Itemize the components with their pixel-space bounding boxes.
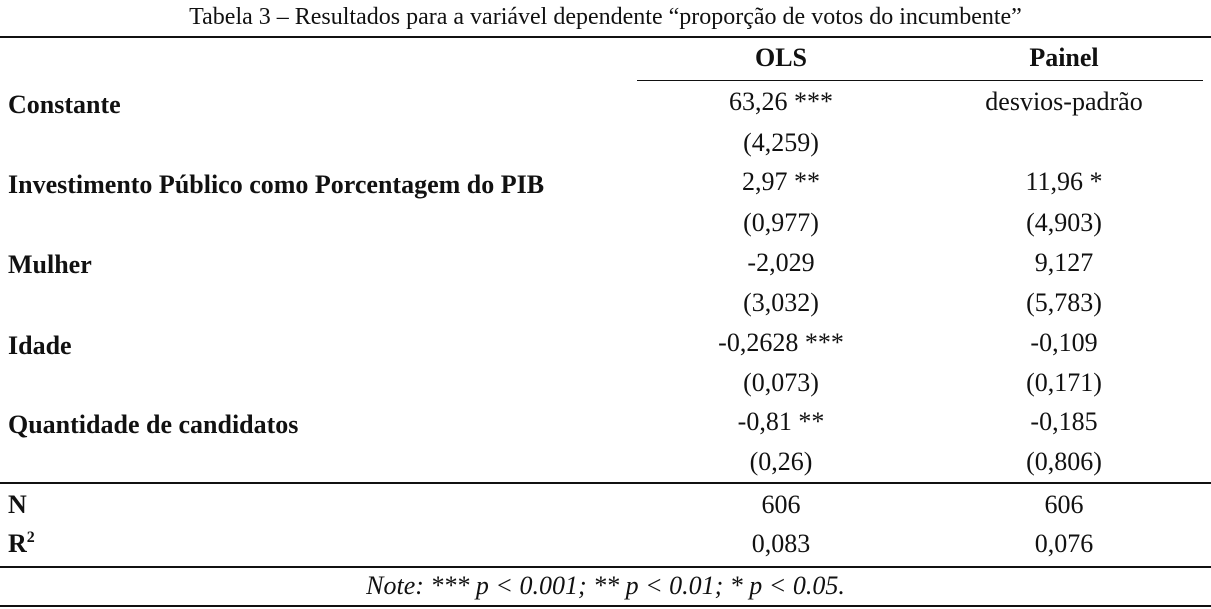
row-label: Constante	[8, 90, 121, 119]
row-label: Quantidade de candidatos	[8, 410, 299, 439]
stat-painel: 606	[1044, 490, 1084, 519]
row-label: Mulher	[8, 250, 92, 279]
bottom-rule	[0, 605, 1211, 607]
coef-ols: 2,97 **	[742, 167, 820, 196]
coef-ols: 63,26 ***	[729, 87, 833, 116]
se-painel: (5,783)	[1026, 288, 1102, 317]
coef-painel: 9,127	[1034, 248, 1094, 277]
column-header-ols: OLS	[754, 43, 808, 72]
row-label: Idade	[8, 331, 72, 360]
coef-painel: -0,109	[1030, 328, 1098, 357]
se-ols: (0,073)	[743, 368, 819, 397]
stat-ols: 606	[761, 490, 801, 519]
table-caption: Tabela 3 – Resultados para a variável de…	[189, 4, 1022, 30]
stat-label-n: N	[8, 490, 27, 519]
coef-ols: -0,2628 ***	[718, 328, 844, 357]
coef-ols: -2,029	[747, 248, 815, 277]
se-painel: (4,903)	[1026, 208, 1102, 237]
se-ols: (3,032)	[743, 288, 819, 317]
stat-label-r2: R2	[8, 524, 35, 564]
top-rule	[0, 36, 1211, 38]
coef-painel: desvios-padrão	[985, 87, 1143, 116]
coef-ols: -0,81 **	[737, 407, 825, 436]
note-separator-rule	[0, 566, 1211, 568]
stats-separator-rule	[0, 482, 1211, 484]
se-painel: (0,171)	[1026, 368, 1102, 397]
se-ols: (4,259)	[743, 128, 819, 157]
table-note: Note: *** p < 0.001; ** p < 0.01; * p < …	[366, 571, 845, 600]
coef-painel: 11,96 *	[1025, 167, 1103, 196]
se-painel: (0,806)	[1026, 447, 1102, 476]
column-header-painel: Painel	[1029, 43, 1099, 72]
row-label: Investimento Público como Porcentagem do…	[8, 170, 545, 199]
stat-ols: 0,083	[751, 529, 811, 558]
coef-painel: -0,185	[1030, 407, 1098, 436]
se-ols: (0,977)	[743, 208, 819, 237]
header-rule	[637, 80, 1203, 81]
se-ols: (0,26)	[749, 447, 813, 476]
superscript-two: 2	[26, 529, 35, 546]
stat-label-r: R	[8, 529, 27, 558]
stat-painel: 0,076	[1034, 529, 1094, 558]
